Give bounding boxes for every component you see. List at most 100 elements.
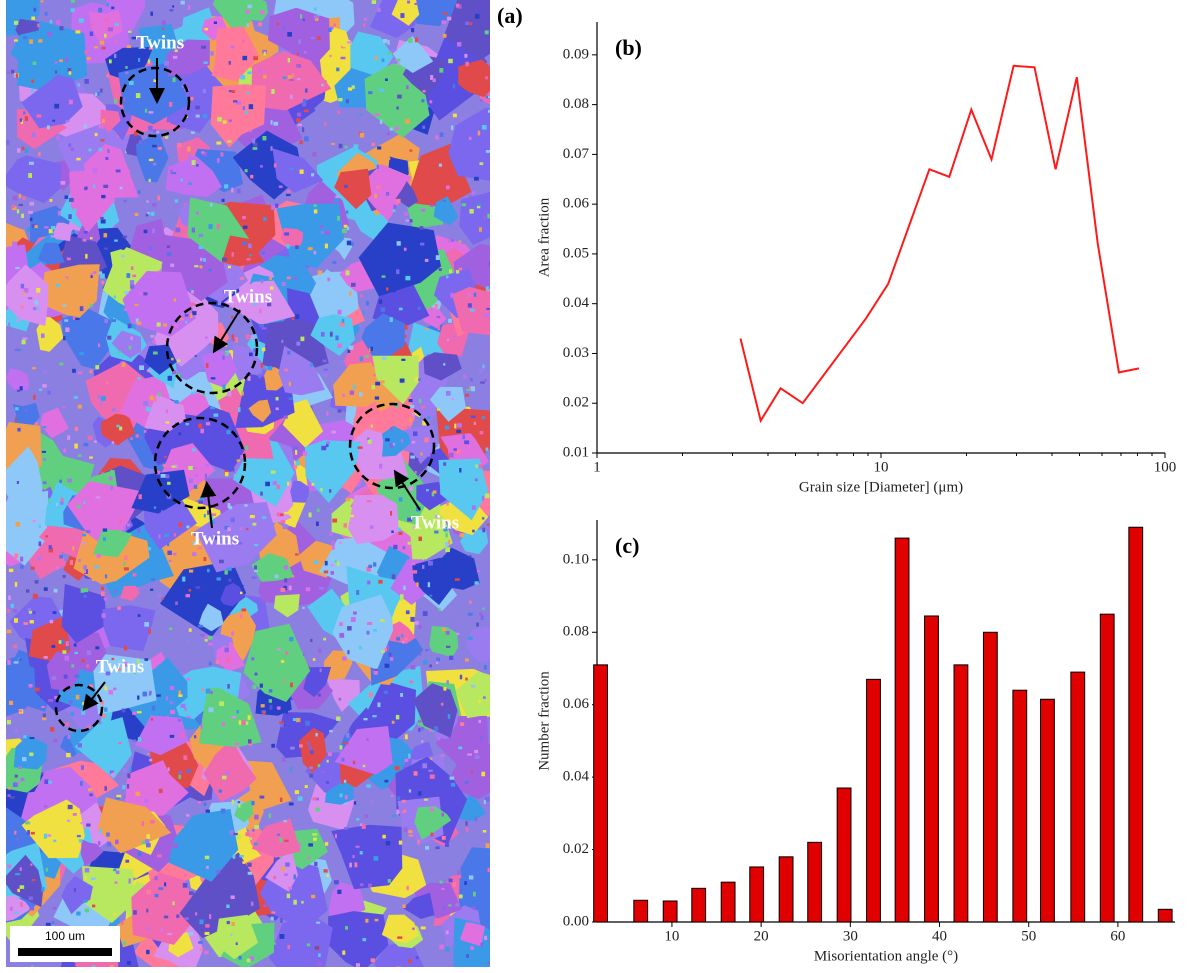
speckle xyxy=(14,912,18,914)
speckle xyxy=(411,28,414,32)
y-tick-label: 0.09 xyxy=(563,46,589,62)
speckle xyxy=(239,956,242,960)
speckle xyxy=(284,415,288,418)
speckle xyxy=(412,759,415,763)
speckle xyxy=(342,758,345,762)
speckle xyxy=(318,694,321,697)
speckle xyxy=(66,57,69,62)
speckle xyxy=(350,391,354,395)
bar xyxy=(867,679,881,922)
speckle xyxy=(390,128,393,131)
speckle xyxy=(158,392,160,397)
speckle xyxy=(287,32,292,37)
speckle xyxy=(427,416,430,419)
speckle xyxy=(271,205,275,210)
speckle xyxy=(145,839,149,843)
speckle xyxy=(78,84,80,87)
speckle xyxy=(247,863,251,867)
speckle xyxy=(169,102,172,107)
speckle xyxy=(340,794,343,798)
speckle xyxy=(17,889,20,892)
speckle xyxy=(146,407,151,411)
speckle xyxy=(205,924,209,927)
speckle xyxy=(120,187,123,190)
speckle xyxy=(287,351,290,355)
speckle xyxy=(405,119,410,124)
speckle xyxy=(347,626,352,630)
speckle xyxy=(52,921,55,923)
speckle xyxy=(473,892,476,897)
speckle xyxy=(346,211,348,214)
speckle xyxy=(445,547,450,552)
speckle xyxy=(230,934,232,936)
speckle xyxy=(175,228,180,233)
speckle xyxy=(412,928,414,930)
speckle xyxy=(272,943,276,945)
speckle xyxy=(39,541,42,546)
speckle xyxy=(44,656,48,659)
speckle xyxy=(107,842,111,847)
speckle xyxy=(47,125,50,129)
speckle xyxy=(228,579,231,582)
bar xyxy=(1041,699,1055,922)
speckle xyxy=(418,791,421,795)
speckle xyxy=(225,353,228,356)
speckle xyxy=(14,554,18,559)
speckle xyxy=(386,841,390,845)
speckle xyxy=(26,589,29,592)
speckle xyxy=(253,56,258,60)
speckle xyxy=(296,118,300,122)
speckle xyxy=(189,932,193,936)
speckle xyxy=(368,884,372,888)
speckle xyxy=(209,707,214,712)
speckle xyxy=(248,814,251,817)
speckle xyxy=(19,204,23,206)
speckle xyxy=(178,719,181,721)
speckle xyxy=(196,212,199,215)
speckle xyxy=(382,357,387,360)
speckle xyxy=(185,321,187,324)
speckle xyxy=(296,461,300,466)
speckle xyxy=(261,704,265,707)
speckle xyxy=(478,720,481,723)
speckle xyxy=(373,629,377,631)
speckle xyxy=(190,303,195,306)
speckle xyxy=(59,60,63,63)
speckle xyxy=(418,720,422,722)
speckle xyxy=(46,923,51,926)
speckle xyxy=(16,73,18,78)
speckle xyxy=(30,218,33,222)
speckle xyxy=(29,39,33,43)
speckle xyxy=(56,20,61,25)
speckle xyxy=(451,783,455,787)
speckle xyxy=(190,313,192,318)
speckle xyxy=(307,857,310,859)
speckle xyxy=(192,552,196,556)
speckle xyxy=(402,641,404,644)
panel-label: (b) xyxy=(615,35,642,60)
speckle xyxy=(359,392,363,396)
speckle xyxy=(42,451,46,453)
speckle xyxy=(240,277,245,279)
speckle xyxy=(303,19,305,21)
speckle xyxy=(109,690,114,694)
speckle xyxy=(339,542,342,544)
speckle xyxy=(324,122,326,126)
speckle xyxy=(107,336,111,340)
speckle xyxy=(185,314,189,316)
speckle xyxy=(393,209,396,212)
y-tick-label: 0.04 xyxy=(563,295,590,311)
speckle xyxy=(436,255,440,260)
speckle xyxy=(420,226,424,230)
speckle xyxy=(198,801,201,804)
speckle xyxy=(124,291,128,294)
speckle xyxy=(295,450,297,455)
speckle xyxy=(29,684,33,687)
y-tick-label: 0.06 xyxy=(563,196,590,212)
speckle xyxy=(80,781,83,786)
speckle xyxy=(425,328,428,330)
speckle xyxy=(469,209,473,214)
speckle xyxy=(92,578,95,581)
speckle xyxy=(14,831,16,835)
speckle xyxy=(348,87,352,90)
